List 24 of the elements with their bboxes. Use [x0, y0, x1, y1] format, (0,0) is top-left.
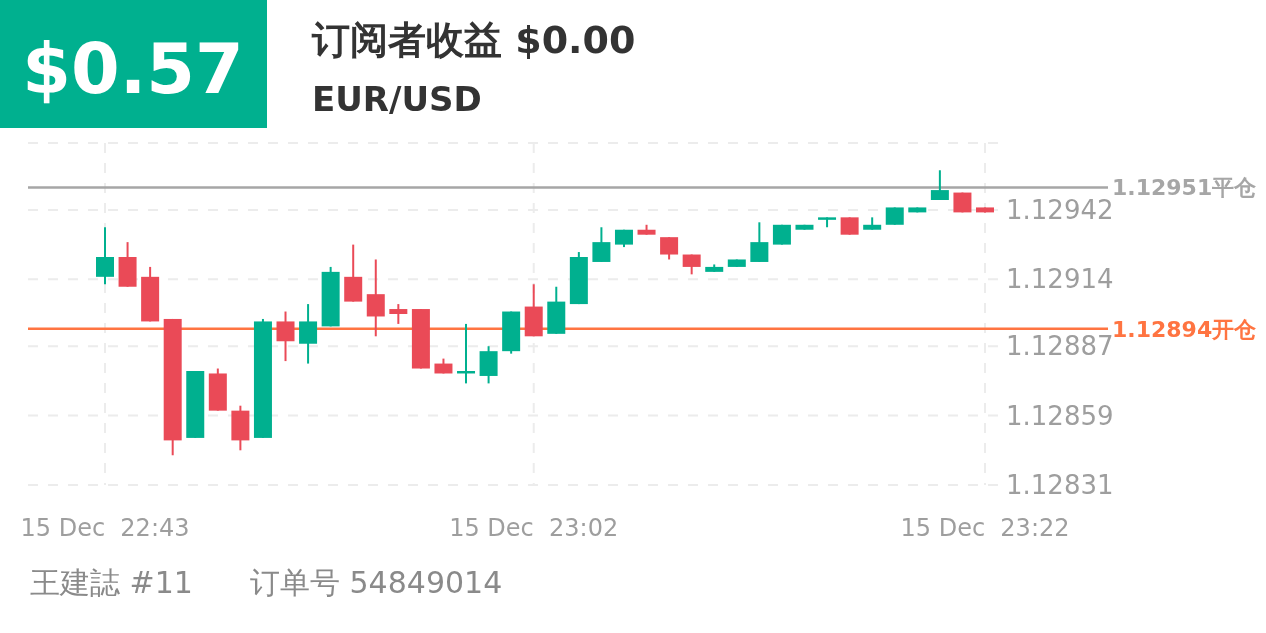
- candlestick: [276, 310, 295, 363]
- y-tick-label: 1.12831: [1006, 470, 1114, 501]
- candlestick: [930, 169, 949, 201]
- chart-title: 订阅者收益 $0.00: [311, 18, 636, 63]
- x-tick-label: 15 Dec 23:22: [900, 514, 1070, 543]
- y-tick-label: 1.12914: [1006, 264, 1114, 295]
- ref-line-label: 1.12951平仓: [1112, 175, 1258, 201]
- chart-subtitle: EUR/USD: [312, 78, 482, 119]
- text: 订单号 54849014: [250, 564, 503, 600]
- candlestick: [96, 226, 114, 286]
- text: $0.57: [22, 27, 244, 110]
- x-tick-label: 15 Dec 22:43: [20, 514, 190, 543]
- y-tick-label: 1.12859: [1006, 400, 1114, 431]
- text: 王建誌 #11: [30, 564, 193, 600]
- x-tick-label: 15 Dec 23:02: [449, 514, 619, 543]
- candlestick: [592, 226, 611, 263]
- candlestick: [660, 236, 679, 261]
- y-tick-label: 1.12887: [1006, 331, 1114, 362]
- candlestick: [389, 303, 408, 325]
- candlestick: [750, 221, 769, 263]
- ref-line-label: 1.12894开仓: [1112, 316, 1258, 342]
- candlestick: [366, 258, 385, 338]
- y-tick-label: 1.12942: [1006, 195, 1114, 226]
- candlestick: [299, 303, 318, 365]
